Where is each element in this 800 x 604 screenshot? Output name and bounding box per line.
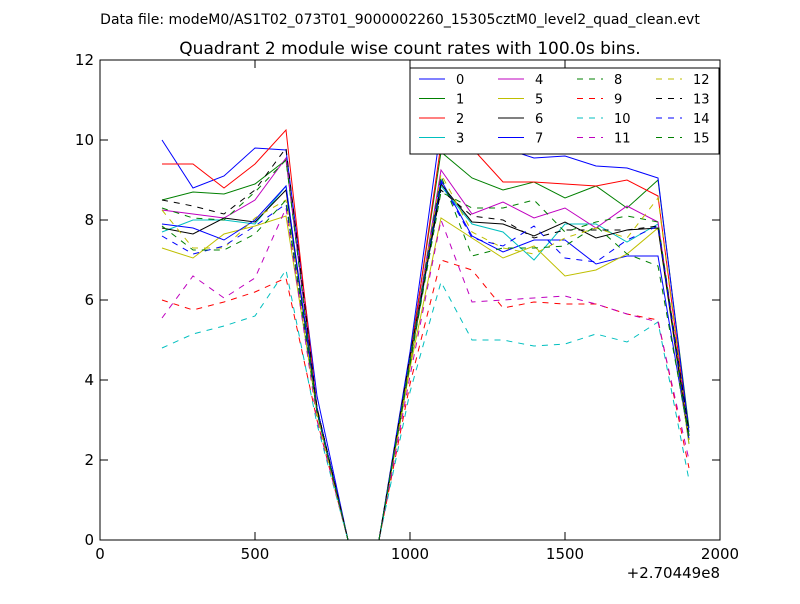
series-line-0 — [161, 139, 690, 541]
x-tick-label: 1000 — [391, 545, 429, 563]
legend-label-11: 11 — [614, 132, 631, 147]
data-file-label: Data file: modeM0/AS1T02_073T01_90000022… — [100, 12, 700, 28]
x-tick-label: 500 — [241, 545, 270, 563]
legend-label-1: 1 — [456, 93, 464, 108]
series-line-11 — [161, 206, 690, 541]
legend-label-15: 15 — [693, 132, 710, 147]
series-line-13 — [161, 146, 690, 541]
legend-label-10: 10 — [614, 112, 631, 127]
series-line-2 — [162, 128, 690, 541]
legend-label-6: 6 — [535, 112, 543, 127]
legend-label-4: 4 — [535, 73, 543, 88]
x-tick-label: 2000 — [701, 545, 739, 563]
legend-label-3: 3 — [456, 132, 464, 147]
legend-frame — [409, 67, 720, 155]
legend-label-0: 0 — [456, 73, 464, 88]
y-tick-label: 0 — [84, 531, 94, 549]
x-axis-offset-label: +2.70449e8 — [627, 564, 720, 582]
x-tick-label: 0 — [95, 545, 105, 563]
series-line-15 — [161, 174, 690, 541]
series-line-8 — [161, 158, 690, 541]
y-tick-label: 12 — [75, 51, 94, 69]
chart-title: Quadrant 2 module wise count rates with … — [179, 39, 640, 59]
legend-label-14: 14 — [693, 112, 710, 127]
x-tick-label: 1500 — [546, 545, 584, 563]
y-tick-label: 4 — [84, 371, 94, 389]
y-tick-label: 10 — [75, 131, 94, 149]
series-line-5 — [161, 215, 690, 541]
legend-label-5: 5 — [535, 93, 543, 108]
legend-label-12: 12 — [693, 73, 710, 88]
series-line-7 — [161, 124, 690, 541]
y-tick-label: 8 — [84, 211, 94, 229]
y-tick-label: 6 — [84, 291, 94, 309]
legend-label-13: 13 — [693, 93, 710, 108]
series-line-9 — [161, 259, 690, 541]
legend-label-7: 7 — [535, 132, 543, 147]
legend-label-8: 8 — [614, 73, 622, 88]
legend-label-9: 9 — [614, 93, 622, 108]
series-line-1 — [161, 151, 690, 541]
series-layer — [161, 124, 690, 541]
series-line-14 — [161, 180, 690, 541]
series-line-4 — [161, 156, 690, 541]
series-line-10 — [161, 268, 690, 541]
y-tick-label: 2 — [84, 451, 94, 469]
legend-label-2: 2 — [456, 112, 464, 127]
